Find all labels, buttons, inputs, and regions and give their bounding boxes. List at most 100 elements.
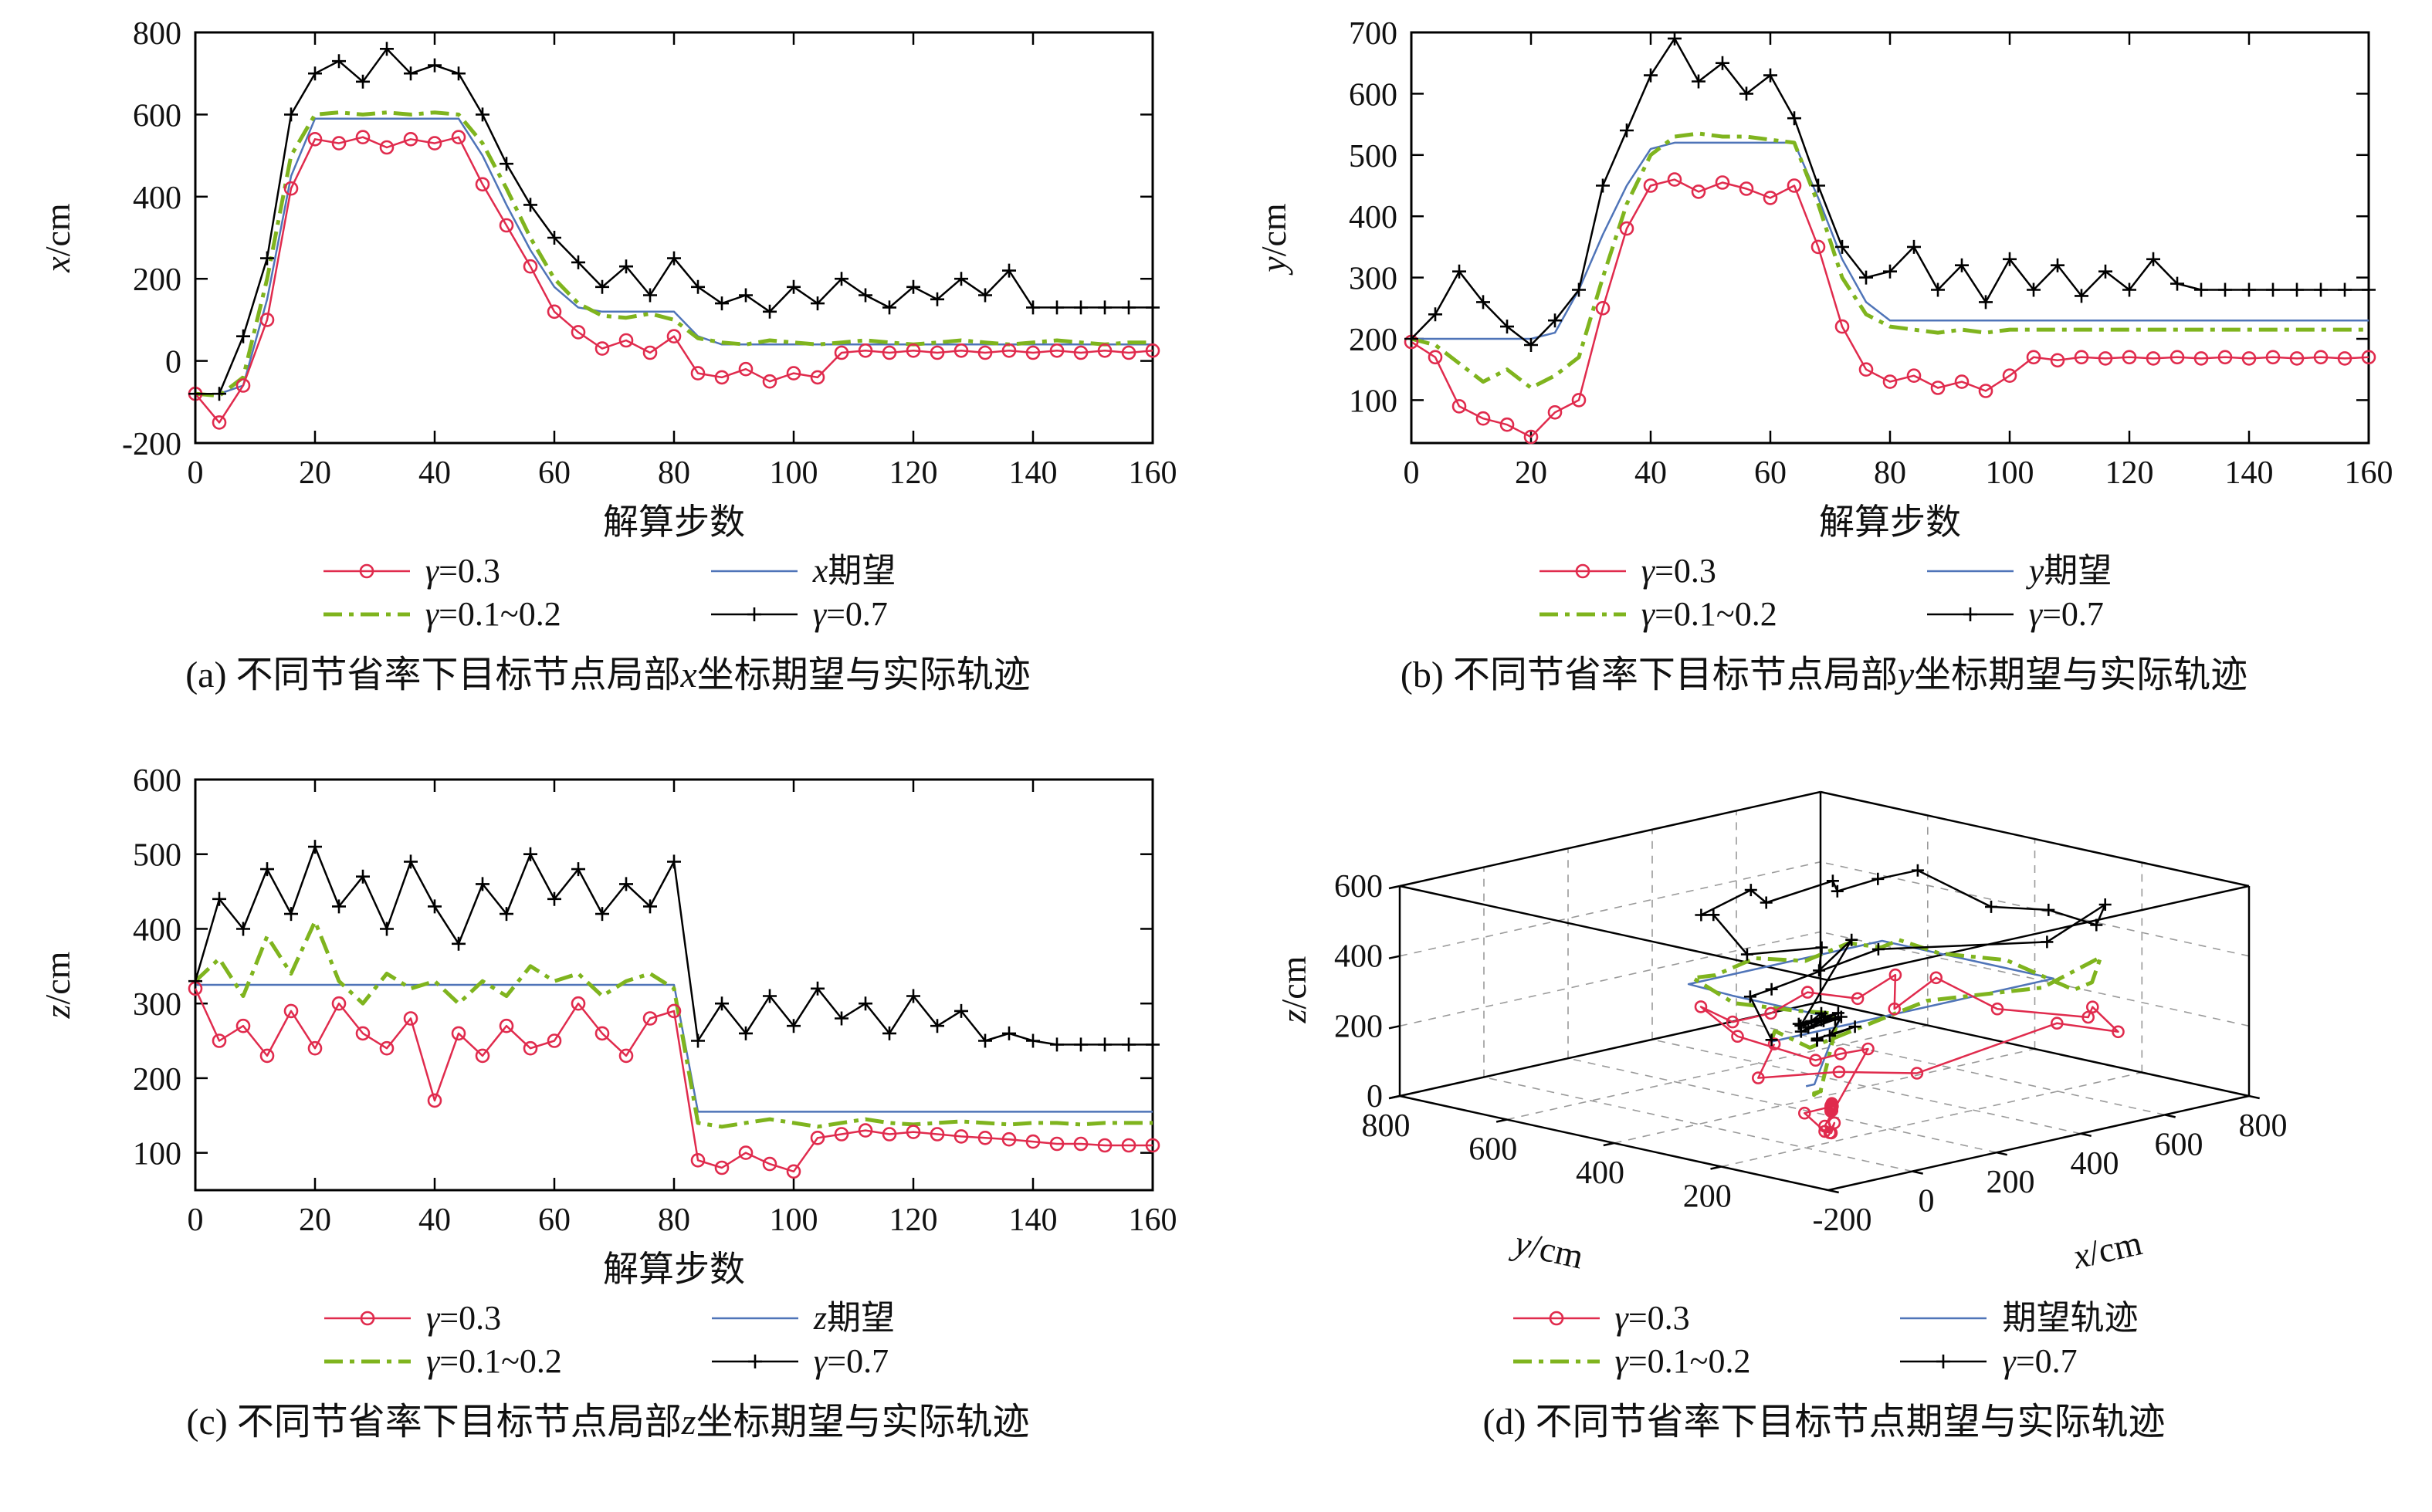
legend-item-gamma-07: γ=0.7 — [1924, 597, 2112, 631]
svg-text:100: 100 — [1349, 384, 1397, 419]
legend-label: γ=0.3 — [426, 1301, 501, 1335]
legend-sample-gamma-07-icon — [1900, 1354, 1987, 1368]
legend-symbol: γ — [2002, 1341, 2016, 1380]
caption-text: 坐标期望与实际轨迹 — [696, 1401, 1030, 1443]
legend-label: γ=0.7 — [813, 1341, 889, 1380]
legend-item-expected: x期望 — [708, 554, 896, 588]
svg-text:0: 0 — [187, 1202, 203, 1238]
svg-text:20: 20 — [299, 455, 331, 491]
legend-sample-gamma-0102-icon — [1512, 1359, 1600, 1363]
chart-x-vs-steps: 0 20 40 60 80 100 120 140 160-2000200400600800解算… — [38, 16, 1177, 542]
svg-text:200: 200 — [1986, 1165, 2034, 1200]
svg-text:140: 140 — [1008, 1202, 1057, 1238]
legend-sample-gamma-07-icon — [1926, 607, 2014, 621]
svg-text:0: 0 — [165, 345, 181, 381]
caption-text: 坐标期望与实际轨迹 — [696, 655, 1031, 695]
svg-text:120: 120 — [2105, 455, 2153, 491]
legend-symbol: γ — [425, 1298, 440, 1337]
svg-text:-200: -200 — [1812, 1202, 1871, 1238]
legend-c: γ=0.3 z期望 γ=0.1~0.2 γ=0.7 — [321, 1301, 895, 1378]
legend-text: =0.3 — [1655, 552, 1716, 590]
svg-text:400: 400 — [1349, 200, 1397, 235]
caption-c: (c) 不同节省率下目标节点局部z坐标期望与实际轨迹 — [187, 1391, 1030, 1445]
svg-text:40: 40 — [1634, 455, 1667, 491]
legend-symbol: γ — [1614, 1341, 1628, 1380]
svg-text:400: 400 — [133, 912, 181, 948]
svg-text:300: 300 — [1349, 262, 1397, 297]
legend-label: γ=0.7 — [813, 597, 888, 631]
legend-item-gamma-0102: γ=0.1~0.2 — [321, 1341, 562, 1380]
legend-label: γ=0.1~0.2 — [1614, 1341, 1751, 1380]
svg-text:160: 160 — [2344, 455, 2393, 491]
legend-sample-expected-icon — [1900, 1317, 1987, 1319]
legend-sample-gamma-03-icon — [323, 563, 410, 579]
svg-text:600: 600 — [133, 98, 181, 134]
legend-item-gamma-07: γ=0.7 — [709, 1341, 895, 1380]
legend-sample-gamma-0102-icon — [1539, 612, 1626, 617]
legend-label: γ=0.7 — [2002, 1341, 2077, 1380]
legend-label: γ=0.3 — [1615, 1301, 1690, 1335]
svg-text:100: 100 — [769, 1202, 818, 1238]
svg-text:80: 80 — [658, 1202, 690, 1238]
svg-text:400: 400 — [1334, 939, 1383, 974]
subplot-d: -200 0 200 400 600 800 200 400 600 800 0 200 400 600 x… — [1238, 758, 2410, 1502]
legend-item-gamma-07: γ=0.7 — [708, 597, 896, 631]
legend-sample-gamma-07-icon — [711, 1354, 798, 1368]
chart-3d-trajectory: -20002004006008002004006008000200400600x… — [1274, 790, 2287, 1276]
legend-sample-gamma-03-icon — [323, 1311, 411, 1325]
caption-b: (b) 不同节省率下目标节点局部y坐标期望与实际轨迹 — [1401, 644, 2247, 698]
svg-text:40: 40 — [418, 1202, 451, 1238]
svg-text:140: 140 — [2224, 455, 2273, 491]
legend-text: =0.7 — [826, 595, 888, 633]
svg-text:0: 0 — [1403, 455, 1419, 491]
legend-item-gamma-07: γ=0.7 — [1897, 1341, 2138, 1380]
legend-symbol: γ — [425, 1341, 440, 1380]
subplot-b: 0 20 40 60 80 100 120 140 160 100 200 300 400 500 600 7… — [1238, 11, 2410, 755]
legend-symbol: x — [812, 552, 828, 590]
legend-text: 期望 — [2044, 552, 2112, 590]
legend-symbol: z — [813, 1298, 828, 1337]
svg-text:600: 600 — [1334, 869, 1383, 905]
svg-text:y/cm: y/cm — [1508, 1222, 1587, 1276]
svg-text:160: 160 — [1128, 455, 1177, 491]
legend-item-expected: z期望 — [709, 1301, 895, 1335]
svg-text:80: 80 — [1874, 455, 1906, 491]
chart-z-vs-steps: 0 20 40 60 80 100 120 140 160 100 200 300 400 500 600 解… — [38, 763, 1177, 1289]
legend-item-gamma-03: γ=0.3 — [321, 1301, 562, 1335]
chart-y-vs-steps: 0 20 40 60 80 100 120 140 160 100 200 300 400 500 600 7… — [1254, 16, 2393, 542]
legend-text: 期望 — [828, 552, 896, 590]
legend-symbol: γ — [1641, 552, 1655, 590]
legend-symbol: γ — [813, 1341, 828, 1380]
svg-text:200: 200 — [1349, 323, 1397, 358]
legend-sample-expected-icon — [1926, 570, 2014, 573]
legend-b: γ=0.3 y期望 γ=0.1~0.2 γ=0.7 — [1536, 554, 2112, 631]
legend-label: 期望轨迹 — [2002, 1301, 2138, 1335]
legend-text: =0.1~0.2 — [1655, 595, 1777, 633]
subplot-c: 0 20 40 60 80 100 120 140 160 100 200 300 400 500 600 解… — [22, 758, 1194, 1502]
legend-symbol: y — [2028, 552, 2044, 590]
legend-sample-expected-icon — [711, 1317, 798, 1319]
svg-text:800: 800 — [1361, 1108, 1410, 1144]
legend-text: =0.1~0.2 — [439, 595, 561, 633]
svg-text:600: 600 — [133, 763, 181, 799]
svg-text:400: 400 — [2070, 1145, 2119, 1181]
legend-symbol: γ — [2028, 595, 2043, 633]
legend-sample-gamma-03-icon — [1512, 1311, 1600, 1325]
svg-text:0: 0 — [1367, 1079, 1383, 1115]
svg-text:200: 200 — [1682, 1179, 1731, 1214]
svg-text:600: 600 — [2154, 1127, 2203, 1162]
svg-text:80: 80 — [658, 455, 690, 491]
svg-text:解算步数: 解算步数 — [1819, 502, 1961, 542]
svg-text:100: 100 — [1985, 455, 2034, 491]
legend-text: =0.3 — [439, 552, 500, 590]
legend-text: =0.1~0.2 — [1628, 1341, 1751, 1380]
legend-sample-expected-icon — [710, 570, 798, 573]
svg-text:20: 20 — [1515, 455, 1547, 491]
legend-symbol: γ — [425, 552, 439, 590]
svg-text:800: 800 — [133, 16, 181, 52]
legend-label: γ=0.7 — [2029, 597, 2104, 631]
legend-item-gamma-0102: γ=0.1~0.2 — [1536, 597, 1777, 631]
svg-text:-200: -200 — [122, 427, 181, 462]
legend-label: x期望 — [813, 554, 896, 588]
svg-text:100: 100 — [769, 455, 818, 491]
